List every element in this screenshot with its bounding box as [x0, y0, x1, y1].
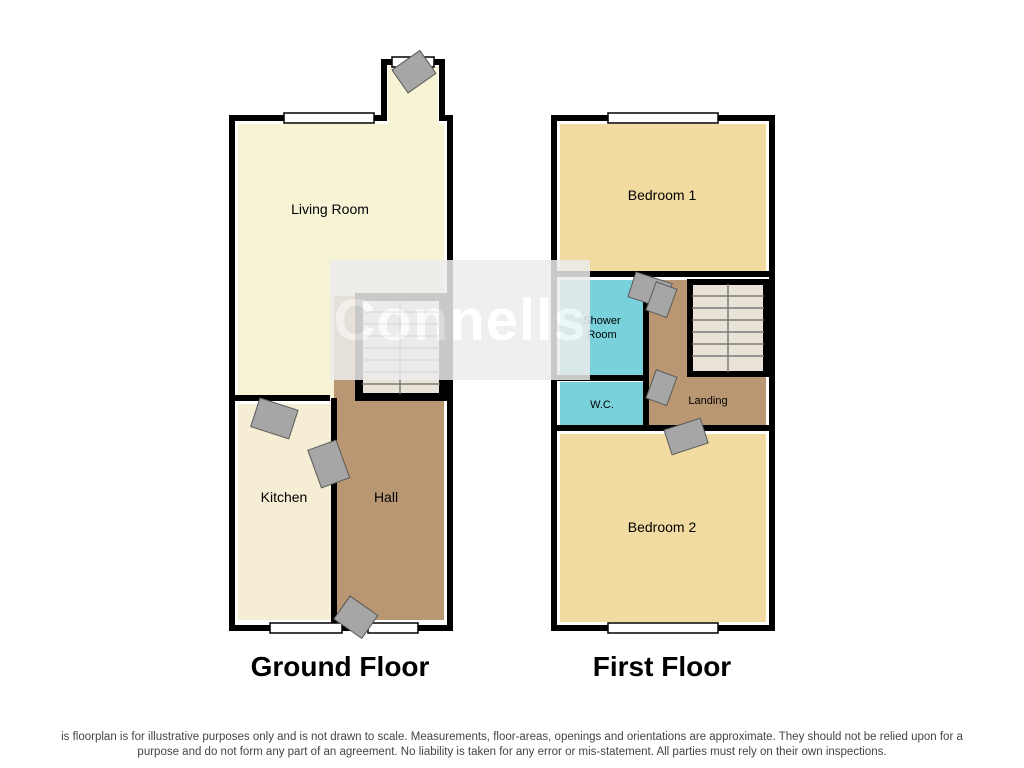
first-floor: Bedroom 1 Shower Room W.C. Landing Bedro… — [554, 113, 772, 682]
ground-floor: Living Room Kitchen Hall Ground Floor — [232, 50, 450, 682]
landing-label: Landing — [688, 395, 727, 407]
shower-label-1: Shower — [583, 315, 621, 327]
bed1-label: Bedroom 1 — [628, 187, 697, 203]
kitchen-label: Kitchen — [261, 489, 308, 505]
disclaimer-line1: is floorplan is for illustrative purpose… — [61, 731, 963, 743]
hall-label: Hall — [374, 489, 398, 505]
shower-label-2: Room — [587, 329, 616, 341]
wc-label: W.C. — [590, 399, 614, 411]
disclaimer: is floorplan is for illustrative purpose… — [0, 730, 1024, 760]
ground-floor-title: Ground Floor — [251, 651, 430, 682]
first-floor-title: First Floor — [593, 651, 732, 682]
gf-stairs — [362, 300, 440, 394]
bed2-label: Bedroom 2 — [628, 519, 697, 535]
living-room-label: Living Room — [291, 201, 369, 217]
floorplan-svg: Living Room Kitchen Hall Ground Floor — [0, 0, 1024, 720]
ff-stairs — [692, 284, 764, 372]
disclaimer-line2: purpose and do not form any part of an a… — [137, 746, 886, 758]
hall-fill — [334, 404, 444, 620]
